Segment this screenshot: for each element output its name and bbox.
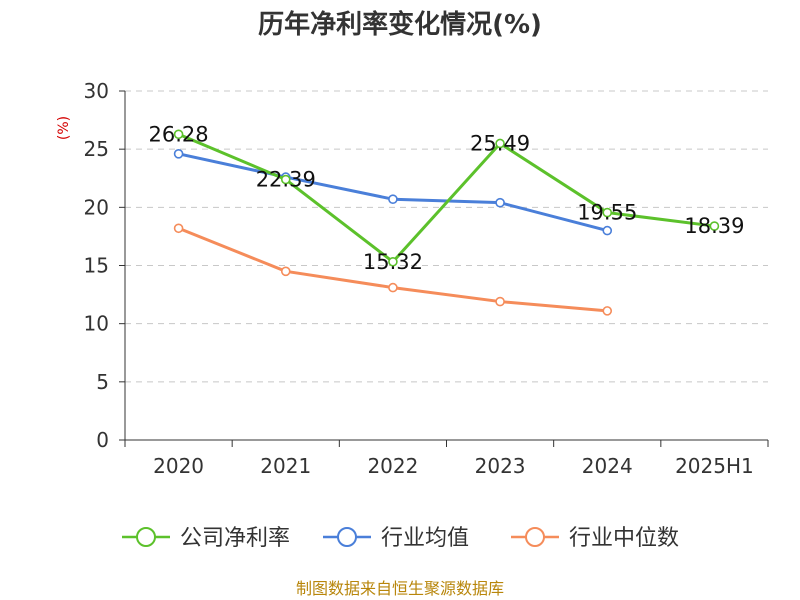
series-line <box>178 152 608 233</box>
chart-title: 历年净利率变化情况(%) <box>258 9 542 40</box>
data-label: 25.49 <box>470 131 530 155</box>
x-tick-label: 2020 <box>153 454 204 478</box>
y-tick-label: 10 <box>84 312 109 336</box>
legend-label: 行业均值 <box>381 526 469 551</box>
data-point <box>602 225 613 236</box>
y-tick-label: 25 <box>84 137 109 161</box>
legend-marker <box>525 527 545 547</box>
grid-lines <box>125 90 768 383</box>
y-tick-label: 5 <box>96 370 109 394</box>
data-point <box>495 296 505 307</box>
data-point <box>495 197 505 208</box>
legend-label: 公司净利率 <box>180 526 290 551</box>
data-label: 18.39 <box>684 214 744 238</box>
legend-marker <box>136 527 156 547</box>
data-point <box>280 174 291 185</box>
source-note: 制图数据来自恒生聚源数据库 <box>296 579 504 598</box>
data-point <box>709 221 720 231</box>
y-tick-label: 15 <box>84 254 109 278</box>
legend: 公司净利率 行业均值 行业中位数 <box>122 526 679 551</box>
data-label: 15.32 <box>363 250 423 274</box>
y-tick-label: 20 <box>84 195 109 219</box>
y-tick-label: 0 <box>96 428 109 452</box>
y-axis-ticks: 0 5 10 15 20 25 30 <box>84 79 125 452</box>
data-point <box>602 207 613 218</box>
x-tick-label: 2024 <box>582 454 633 478</box>
data-labels: 26.28 22.39 15.32 25.49 19.55 18.39 <box>149 122 745 274</box>
data-point <box>173 129 184 140</box>
data-point <box>495 138 505 149</box>
legend-marker <box>337 527 357 547</box>
data-point <box>388 256 398 267</box>
series-group <box>173 129 720 316</box>
x-axis-ticks: 2020 2021 2022 2023 2024 2025H1 <box>124 440 769 478</box>
data-point <box>280 266 291 277</box>
x-tick-label: 2025H1 <box>675 454 754 478</box>
series-line <box>177 132 715 264</box>
data-label: 22.39 <box>256 168 316 192</box>
data-point <box>173 223 184 234</box>
data-point <box>388 282 398 293</box>
data-label: 19.55 <box>577 201 637 225</box>
data-point <box>602 306 613 316</box>
legend-label: 行业中位数 <box>569 526 679 551</box>
data-point <box>388 194 398 204</box>
data-point <box>173 149 184 159</box>
y-axis-unit-label: (%) <box>56 116 72 140</box>
y-tick-label: 30 <box>84 79 109 103</box>
x-tick-label: 2021 <box>260 454 311 478</box>
data-label: 26.28 <box>149 122 209 146</box>
x-tick-label: 2022 <box>367 454 418 478</box>
x-tick-label: 2023 <box>475 454 526 478</box>
